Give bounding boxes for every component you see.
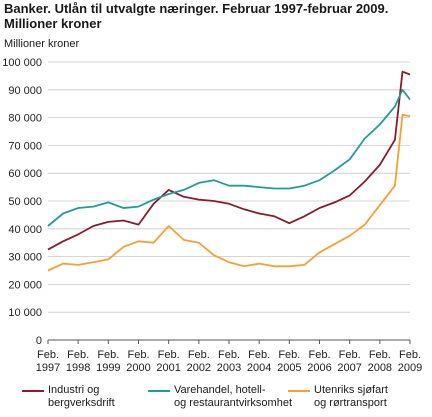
x-tick-label: 1997 <box>36 362 60 374</box>
y-tick-label: 10 000 <box>8 307 42 319</box>
x-tick-label: Feb. <box>278 349 300 361</box>
x-tick-label: 1998 <box>66 362 90 374</box>
legend-swatch-varehandel <box>148 390 170 392</box>
y-tick-label: 20 000 <box>8 279 42 291</box>
legend-label-varehandel: Varehandel, hotell-og restaurantvirksomh… <box>174 384 292 409</box>
legend-item-varehandel: Varehandel, hotell-og restaurantvirksomh… <box>148 384 292 410</box>
legend-item-utenriks: Utenriks sjøfart og rørtransport <box>288 384 388 410</box>
x-tick-label: Feb. <box>339 349 361 361</box>
y-tick-label: 100 000 <box>2 57 42 69</box>
x-tick-label: 2008 <box>368 362 392 374</box>
y-tick-label: 30 000 <box>8 252 42 264</box>
legend-swatch-industri <box>22 390 44 392</box>
x-tick-label: Feb. <box>188 349 210 361</box>
series-lines <box>47 70 411 272</box>
x-axis: Feb.1997Feb.1998Feb.1999Feb.2000Feb.2001… <box>36 340 422 374</box>
x-tick-label: Feb. <box>369 349 391 361</box>
series-line-3 <box>47 113 411 272</box>
x-tick-label: Feb. <box>248 349 270 361</box>
y-axis-label: Millioner kroner <box>4 38 80 50</box>
x-tick-label: Feb. <box>37 349 59 361</box>
y-tick-label: 0 <box>36 335 42 347</box>
x-tick-label: 2000 <box>126 362 150 374</box>
x-tick-label: Feb. <box>158 349 180 361</box>
x-tick-label: 2009 <box>398 362 422 374</box>
x-tick-label: 2006 <box>307 362 331 374</box>
x-tick-label: Feb. <box>308 349 330 361</box>
legend-label-industri: Industri og bergverksdrift <box>48 384 115 409</box>
chart-title: Banker. Utlån til utvalgte næringer. Feb… <box>4 1 389 31</box>
x-tick-label: Feb. <box>97 349 119 361</box>
x-tick-label: 2007 <box>337 362 361 374</box>
x-tick-label: Feb. <box>399 349 421 361</box>
x-tick-label: 2005 <box>277 362 301 374</box>
legend-item-industri: Industri og bergverksdrift <box>22 384 115 410</box>
y-tick-label: 90 000 <box>8 85 42 97</box>
y-tick-label: 80 000 <box>8 113 42 125</box>
series-line-1 <box>47 70 411 251</box>
y-tick-label: 60 000 <box>8 168 42 180</box>
y-tick-label: 50 000 <box>8 196 42 208</box>
x-tick-label: 1999 <box>96 362 120 374</box>
x-tick-label: 2003 <box>217 362 241 374</box>
x-tick-label: Feb. <box>127 349 149 361</box>
x-tick-label: 2002 <box>187 362 211 374</box>
x-tick-label: Feb. <box>67 349 89 361</box>
x-tick-label: Feb. <box>218 349 240 361</box>
legend-label-utenriks: Utenriks sjøfart og rørtransport <box>314 384 388 409</box>
gridlines <box>48 61 410 341</box>
x-tick-label: 2001 <box>156 362 180 374</box>
y-tick-label: 40 000 <box>8 224 42 236</box>
x-tick-label: 2004 <box>247 362 271 374</box>
series-line-2 <box>47 88 411 227</box>
y-tick-labels: 0 10 000 20 000 30 000 40 000 50 000 60 000 70 … <box>2 57 42 347</box>
legend-swatch-utenriks <box>288 390 310 392</box>
y-tick-label: 70 000 <box>8 140 42 152</box>
